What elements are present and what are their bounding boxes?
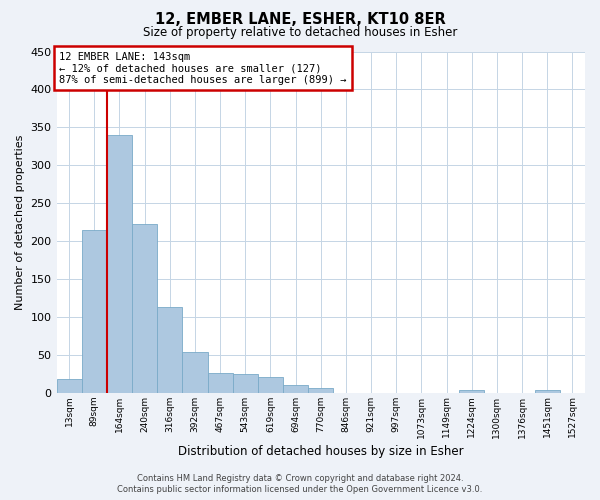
Bar [233, 374, 258, 392]
Bar [308, 388, 334, 392]
Text: Contains HM Land Registry data © Crown copyright and database right 2024.
Contai: Contains HM Land Registry data © Crown c… [118, 474, 482, 494]
Bar [208, 373, 233, 392]
Bar [132, 224, 157, 392]
Text: Size of property relative to detached houses in Esher: Size of property relative to detached ho… [143, 26, 457, 39]
Bar [459, 390, 484, 392]
Bar [56, 379, 82, 392]
Bar [283, 385, 308, 392]
Text: 12 EMBER LANE: 143sqm
← 12% of detached houses are smaller (127)
87% of semi-det: 12 EMBER LANE: 143sqm ← 12% of detached … [59, 52, 347, 84]
Text: 12, EMBER LANE, ESHER, KT10 8ER: 12, EMBER LANE, ESHER, KT10 8ER [155, 12, 445, 28]
Bar [535, 390, 560, 392]
Bar [82, 230, 107, 392]
Bar [258, 378, 283, 392]
Bar [157, 307, 182, 392]
X-axis label: Distribution of detached houses by size in Esher: Distribution of detached houses by size … [178, 444, 464, 458]
Bar [182, 352, 208, 393]
Bar [107, 135, 132, 392]
Y-axis label: Number of detached properties: Number of detached properties [15, 134, 25, 310]
